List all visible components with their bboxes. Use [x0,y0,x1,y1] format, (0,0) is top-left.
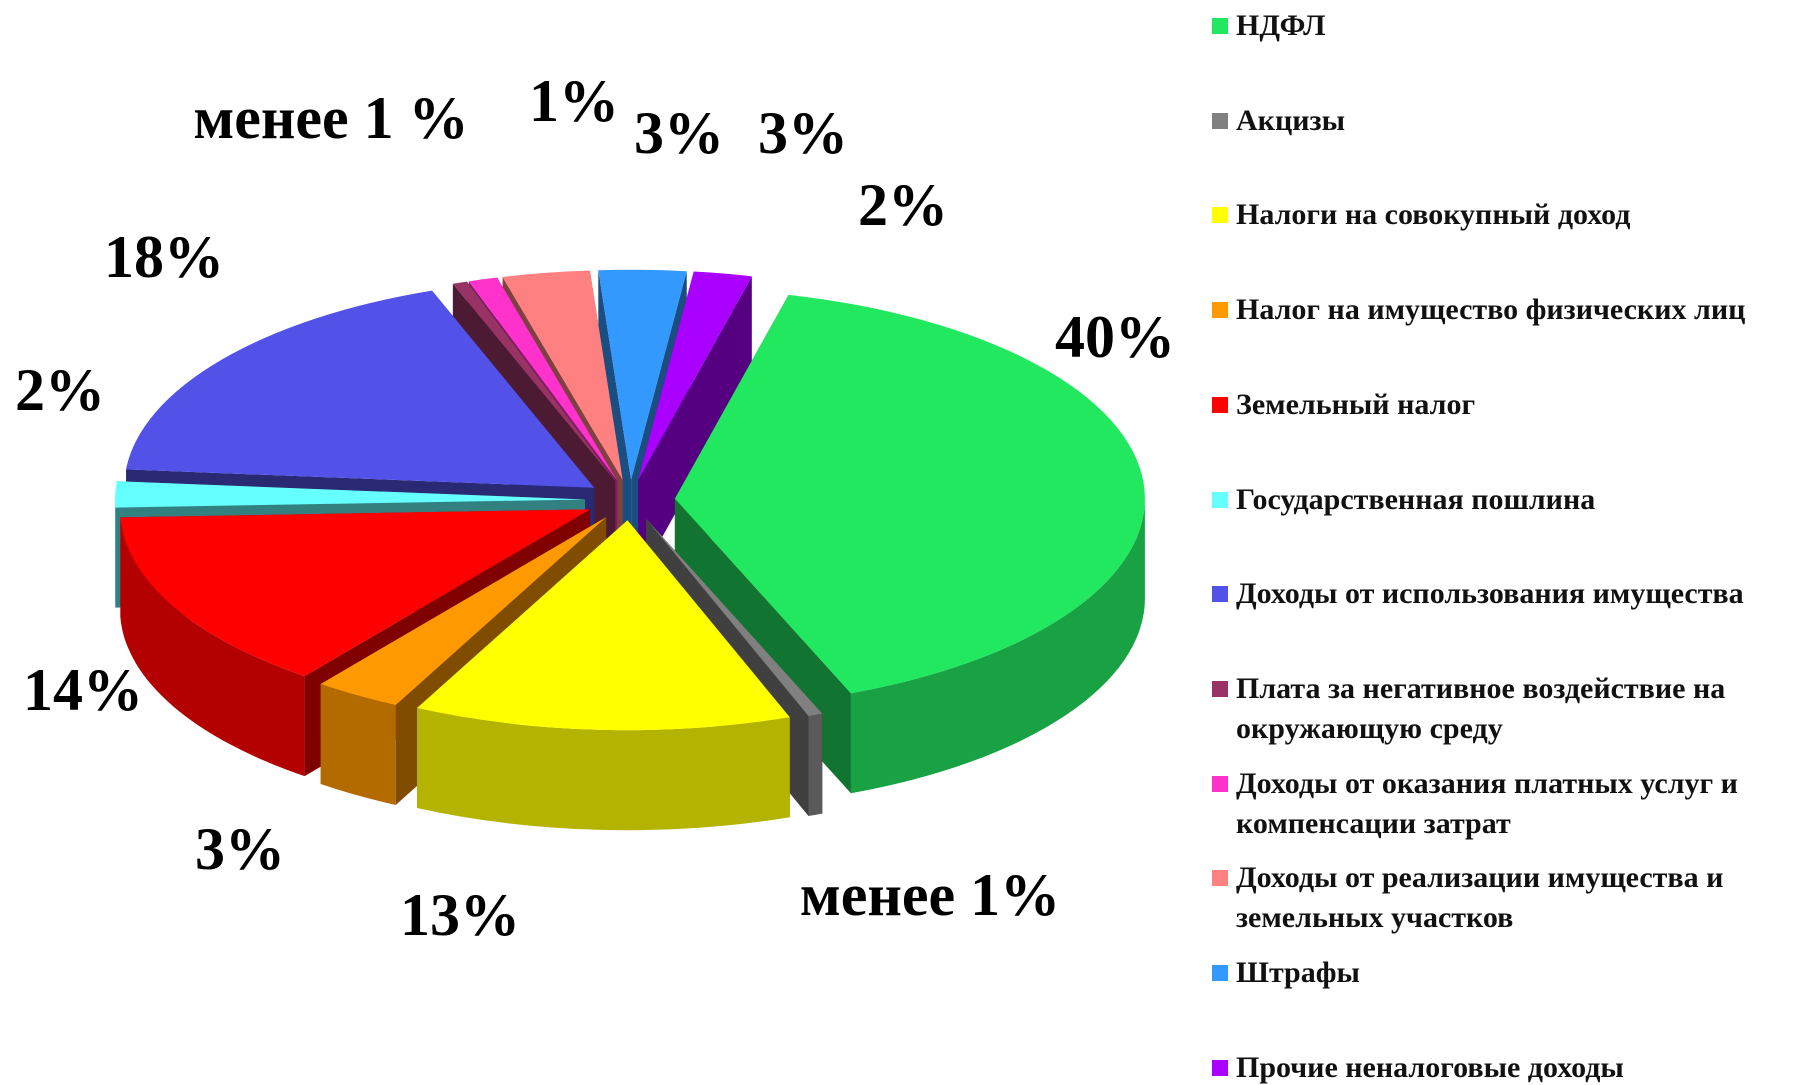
value-label: 2% [858,172,948,238]
legend-swatch [1212,586,1228,603]
slice-top [502,270,623,481]
slice-wall [320,684,396,805]
slice-top [120,509,591,677]
slice-side [598,270,632,580]
slice-wall [808,713,823,816]
value-label: 3% [758,100,848,166]
legend-entry: НДФЛ [1212,6,1802,46]
value-label: менее 1% [800,862,1060,928]
legend-entry: Доходы от реализации имущества и земельн… [1212,858,1802,938]
legend-entry: Доходы от использования имущества [1212,574,1802,614]
legend-entry: Штрафы [1212,953,1802,993]
legend-label: Земельный налог [1236,387,1476,421]
value-label: 3% [634,100,724,166]
slice-top [417,520,790,731]
legend-swatch [1212,207,1228,224]
legend-label: Штрафы [1236,956,1360,989]
legend-swatch [1212,965,1228,981]
legend-entry: Акцизы [1212,101,1802,141]
slice-top [320,517,607,705]
value-label: 1% [529,68,619,134]
value-label: 40% [1055,304,1175,370]
legend-label: Доходы от реализации имущества и земельн… [1236,861,1724,935]
legend-swatch [1212,302,1228,319]
slice-top [674,294,1145,694]
value-label: менее 1 % [193,85,468,151]
value-label: 18% [104,224,224,290]
pie-area: 40%менее 1%13%3%14%2%18%менее 1 % 1% 3% 3%2… [15,68,1175,948]
legend-entry: Доходы от оказания платных услуг и компе… [1212,764,1802,844]
legend-label: Прочие неналоговые доходы [1236,1050,1624,1084]
legend-label: Акцизы [1236,103,1345,137]
slice-top [638,271,752,481]
slice [638,271,752,581]
legend-swatch [1212,775,1228,792]
legend-swatch [1212,680,1228,697]
legend-label: Налоги на совокупный доход [1236,198,1631,232]
slice-wall [850,498,1145,794]
legend-entry: Прочие неналоговые доходы [1212,1048,1802,1085]
legend-swatch [1212,18,1228,34]
legend-label: Налог на имущество физических лиц [1236,293,1746,327]
legend-label: НДФЛ [1236,9,1326,42]
legend-label: Доходы от использования имущества [1236,577,1744,611]
legend-entry: Государственная пошлина [1212,480,1802,520]
slice-top [468,277,618,481]
legend-swatch [1212,491,1228,508]
slice-top [646,518,823,716]
legend-entry: Плата за негативное воздействие на окруж… [1212,669,1802,749]
legend-swatch [1212,1059,1228,1076]
legend-swatch [1212,870,1228,887]
slice-wall [120,517,305,777]
legend-entry: Земельный налог [1212,385,1802,425]
slice-top [598,269,687,480]
value-label: 13% [400,882,520,948]
slice-top [115,481,586,508]
legend-entry: Налог на имущество физических лиц [1212,290,1802,330]
slice [674,294,1145,794]
value-label: 3% [195,816,285,882]
legend-label: Плата за негативное воздействие на окруж… [1236,671,1726,745]
slice-top [452,281,616,481]
legend-swatch [1212,396,1228,413]
slice-wall [417,707,790,831]
legend-label: Государственная пошлина [1236,482,1596,516]
value-label: 14% [23,657,143,723]
legend-entry: Налоги на совокупный доход [1212,195,1802,235]
slice-top [126,290,595,488]
legend-label: Доходы от оказания платных услуг и компе… [1236,766,1738,840]
slice-side [638,276,752,581]
value-label: 2% [15,357,105,423]
legend-swatch [1212,112,1228,129]
slice [417,520,790,831]
